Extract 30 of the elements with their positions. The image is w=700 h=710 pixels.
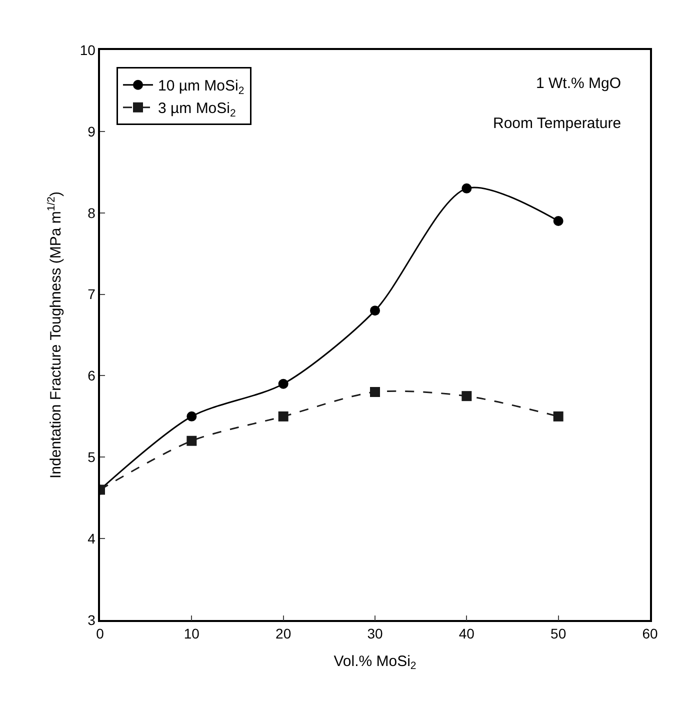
point [186, 411, 197, 422]
point [370, 387, 380, 397]
legend-label: 10 µm MoSi$_{2}$ [158, 78, 244, 97]
x-axis-title: Vol.% MoSi$_{2}$ [334, 653, 416, 672]
point [462, 183, 472, 194]
point [553, 411, 564, 422]
annotation: Room Temperature [493, 115, 622, 132]
point [186, 436, 197, 446]
x-tick-label: 20 [276, 626, 292, 642]
legend-label: 3 µm MoSi$_{2}$ [158, 100, 236, 120]
x-tick-label: 50 [550, 626, 566, 642]
y-tick-label: 6 [88, 368, 96, 384]
y-tick-label: 7 [88, 286, 96, 302]
point [278, 411, 288, 422]
y-tick-label: 9 [88, 123, 96, 140]
x-tick-label: 40 [458, 626, 475, 642]
point [278, 378, 288, 389]
y-tick-label: 3 [88, 612, 96, 628]
x-tick-label: 10 [184, 626, 200, 642]
x-tick-label: 60 [642, 626, 658, 642]
y-tick-label: 4 [88, 530, 96, 546]
y-tick-label: 8 [88, 204, 96, 221]
x-tick-label: 0 [96, 626, 104, 642]
y-tick-label: 5 [88, 449, 96, 466]
point [370, 306, 380, 316]
y-tick-label: 10 [80, 42, 96, 58]
point [462, 391, 472, 402]
point [553, 216, 564, 226]
x-tick-label: 30 [367, 626, 383, 642]
annotation: 1 Wt.% MgO [536, 75, 622, 92]
